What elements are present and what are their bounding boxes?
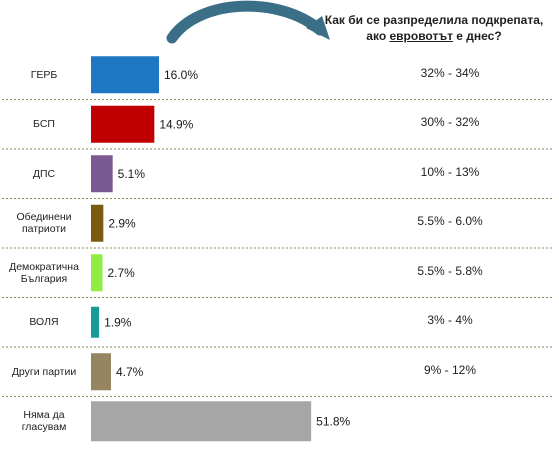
category-label: БСП: [6, 118, 82, 130]
bar: [91, 306, 100, 338]
support-range: 10% - 13%: [420, 164, 480, 179]
category-label-line: гласувам: [21, 421, 67, 434]
bar: [91, 155, 113, 193]
chart-row: ДПС 10% - 13%: [0, 149, 559, 199]
support-range: 32% - 34%: [420, 65, 480, 80]
bar-value-label: 2.9%: [108, 216, 136, 230]
bar: [91, 353, 111, 391]
bar-value-label: 4.7%: [116, 365, 144, 379]
chart-row: ВОЛЯ 3% - 4%: [0, 298, 559, 348]
category-label: Няма да гласувам: [6, 409, 82, 433]
category-label: Демократична България: [6, 261, 82, 285]
category-label-line: ВОЛЯ: [29, 316, 59, 329]
category-label-line: ДПС: [32, 167, 56, 180]
category-label: Други партии: [6, 366, 82, 378]
question-heading: Как би се разпределила подкрепата, ако е…: [318, 12, 550, 44]
bar-value-label: 2.7%: [107, 266, 135, 280]
question-line-2-post: е днес?: [452, 29, 502, 43]
arrow-head: [306, 16, 330, 40]
arrow-curve: [166, 0, 326, 44]
category-label-line: БСП: [33, 118, 55, 131]
category-label: Обединени патриоти: [6, 211, 82, 235]
bar: [91, 204, 104, 242]
bar: [91, 105, 155, 143]
support-range: 3% - 4%: [427, 313, 473, 328]
question-line-2: ако евровотът е днес?: [318, 28, 550, 44]
bar-value-label: 16.0%: [164, 68, 198, 82]
category-label-line: България: [20, 272, 68, 285]
bar-value-label: 1.9%: [104, 315, 132, 329]
question-underlined-word: евровотът: [389, 29, 453, 43]
support-range: 9% - 12%: [423, 362, 477, 377]
chart-row: ГЕРБ 32% - 34%: [0, 50, 559, 100]
support-range: 30% - 32%: [420, 115, 480, 130]
category-label-line: ГЕРБ: [30, 68, 58, 81]
bar-value-label: 14.9%: [159, 117, 193, 131]
chart-row: Демократична България 5.5% - 5.8%: [0, 248, 559, 298]
chart-row: Други партии 9% - 12%: [0, 347, 559, 397]
chart-row: Обединени патриоти 5.5% - 6.0%: [0, 199, 559, 249]
category-label: ВОЛЯ: [6, 316, 82, 328]
curved-arrow-icon: [166, 0, 330, 44]
support-range: 5.5% - 5.8%: [417, 263, 483, 278]
bar: [91, 401, 312, 442]
chart-row: БСП 30% - 32%: [0, 100, 559, 150]
question-line-1: Как би се разпределила подкрепата,: [324, 13, 544, 27]
category-label: ДПС: [6, 168, 82, 180]
category-label-line: Други партии: [11, 365, 77, 378]
category-label-line: патриоти: [21, 223, 67, 236]
category-label-line: Демократична: [9, 260, 79, 273]
category-label-line: Няма да: [23, 409, 65, 422]
question-line-2-pre: ако: [366, 29, 390, 43]
category-label: ГЕРБ: [6, 69, 82, 81]
bar-value-label: 5.1%: [118, 167, 146, 181]
chart-row: Няма да гласувам: [0, 397, 559, 447]
bar: [91, 56, 159, 94]
category-label-line: Обединени: [16, 211, 72, 224]
bar: [91, 254, 103, 292]
support-range: 5.5% - 6.0%: [417, 214, 483, 229]
bar-value-label: 51.8%: [316, 414, 350, 428]
